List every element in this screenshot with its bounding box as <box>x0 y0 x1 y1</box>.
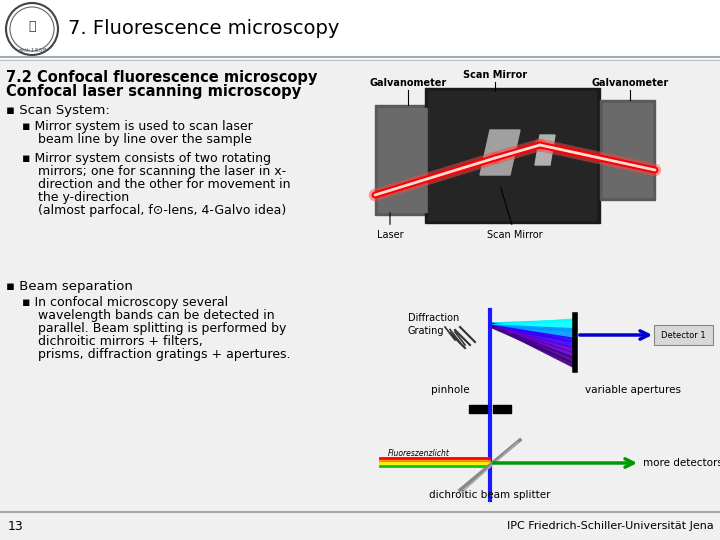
Polygon shape <box>490 323 575 353</box>
Circle shape <box>6 3 58 55</box>
Text: Detector 1: Detector 1 <box>661 330 706 340</box>
Text: beam line by line over the sample: beam line by line over the sample <box>22 133 252 146</box>
Polygon shape <box>480 130 520 175</box>
Circle shape <box>10 7 54 51</box>
Polygon shape <box>490 325 575 348</box>
Bar <box>425 88 600 223</box>
Polygon shape <box>490 320 575 327</box>
Text: (almost parfocal, f⊙-lens, 4-Galvo idea): (almost parfocal, f⊙-lens, 4-Galvo idea) <box>22 204 287 217</box>
Text: prisms, diffraction gratings + apertures.: prisms, diffraction gratings + apertures… <box>22 348 290 361</box>
Polygon shape <box>490 319 575 329</box>
Text: more detectors: more detectors <box>643 458 720 468</box>
Text: mirrors; one for scanning the laser in x-: mirrors; one for scanning the laser in x… <box>22 165 286 178</box>
Text: Laser: Laser <box>377 213 403 240</box>
Text: 🦅: 🦅 <box>28 21 36 33</box>
Text: ▪ Mirror system is used to scan laser: ▪ Mirror system is used to scan laser <box>22 120 253 133</box>
Text: ▪ Beam separation: ▪ Beam separation <box>6 280 133 293</box>
Bar <box>469 405 487 413</box>
Polygon shape <box>490 323 575 364</box>
Bar <box>370 62 720 290</box>
Polygon shape <box>490 325 575 368</box>
Bar <box>493 405 511 413</box>
Text: the y-direction: the y-direction <box>22 191 129 204</box>
Bar <box>375 105 430 215</box>
Text: 7.2 Confocal fluorescence microscopy: 7.2 Confocal fluorescence microscopy <box>6 70 318 85</box>
Text: Galvanometer: Galvanometer <box>369 78 446 88</box>
Text: dichroitic mirrors + filters,: dichroitic mirrors + filters, <box>22 335 203 348</box>
Text: Scan Mirror: Scan Mirror <box>463 70 527 80</box>
Text: ▪ Mirror system consists of two rotating: ▪ Mirror system consists of two rotating <box>22 152 271 165</box>
Text: Fluoreszenzlicht: Fluoreszenzlicht <box>388 449 450 457</box>
Polygon shape <box>490 325 575 339</box>
Text: 7. Fluorescence microscopy: 7. Fluorescence microscopy <box>68 18 339 37</box>
Bar <box>428 91 596 220</box>
Polygon shape <box>490 323 575 342</box>
Text: IPC Friedrich-Schiller-Universität Jena: IPC Friedrich-Schiller-Universität Jena <box>508 521 714 531</box>
Bar <box>600 100 655 200</box>
Polygon shape <box>490 323 575 331</box>
Polygon shape <box>490 325 575 358</box>
Text: Diffraction
Grating: Diffraction Grating <box>408 313 459 336</box>
Text: ▪ In confocal microscopy several: ▪ In confocal microscopy several <box>22 296 228 309</box>
Text: parallel. Beam splitting is performed by: parallel. Beam splitting is performed by <box>22 322 287 335</box>
Text: zeit:1558: zeit:1558 <box>17 48 47 52</box>
Bar <box>378 108 427 212</box>
Text: Galvanometer: Galvanometer <box>591 78 669 88</box>
Polygon shape <box>535 135 555 165</box>
FancyBboxPatch shape <box>654 325 713 345</box>
Text: Scan Mirror: Scan Mirror <box>487 188 543 240</box>
Text: variable apertures: variable apertures <box>585 385 681 395</box>
Bar <box>603 103 652 197</box>
Text: 13: 13 <box>8 519 24 532</box>
Text: direction and the other for movement in: direction and the other for movement in <box>22 178 290 191</box>
Bar <box>0 0 720 58</box>
Text: ▪ Scan System:: ▪ Scan System: <box>6 104 109 117</box>
Text: pinhole: pinhole <box>431 385 470 395</box>
Text: dichroitic beam splitter: dichroitic beam splitter <box>429 490 551 500</box>
Text: Confocal laser scanning microscopy: Confocal laser scanning microscopy <box>6 84 301 99</box>
Text: wavelength bands can be detected in: wavelength bands can be detected in <box>22 309 274 322</box>
